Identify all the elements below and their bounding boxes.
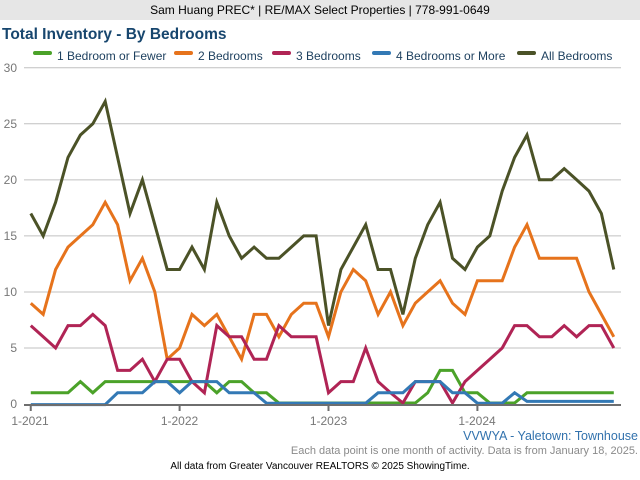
svg-text:1-2024: 1-2024: [458, 414, 496, 428]
svg-text:1-2023: 1-2023: [310, 414, 348, 428]
svg-text:Total Inventory - By Bedrooms: Total Inventory - By Bedrooms: [2, 26, 227, 43]
svg-text:0: 0: [10, 397, 17, 411]
svg-text:VVWYA - Yaletown: Townhouse: VVWYA - Yaletown: Townhouse: [463, 429, 638, 443]
svg-text:4 Bedrooms or More: 4 Bedrooms or More: [396, 49, 506, 63]
svg-text:1-2022: 1-2022: [161, 414, 199, 428]
svg-text:Sam Huang PREC* | RE/MAX Selec: Sam Huang PREC* | RE/MAX Select Properti…: [150, 3, 490, 17]
svg-text:1-2021: 1-2021: [11, 414, 49, 428]
svg-text:20: 20: [4, 173, 18, 187]
svg-text:25: 25: [4, 117, 18, 131]
svg-text:15: 15: [4, 229, 18, 243]
svg-text:1 Bedroom or Fewer: 1 Bedroom or Fewer: [57, 49, 166, 63]
svg-text:5: 5: [10, 341, 17, 355]
svg-text:All data from Greater Vancouve: All data from Greater Vancouver REALTORS…: [170, 461, 469, 472]
svg-text:2 Bedrooms: 2 Bedrooms: [198, 49, 263, 63]
svg-text:Each data point is one month o: Each data point is one month of activity…: [291, 445, 638, 457]
svg-text:10: 10: [4, 285, 18, 299]
svg-text:30: 30: [4, 61, 18, 75]
svg-text:3 Bedrooms: 3 Bedrooms: [296, 49, 361, 63]
svg-text:All Bedrooms: All Bedrooms: [541, 49, 612, 63]
